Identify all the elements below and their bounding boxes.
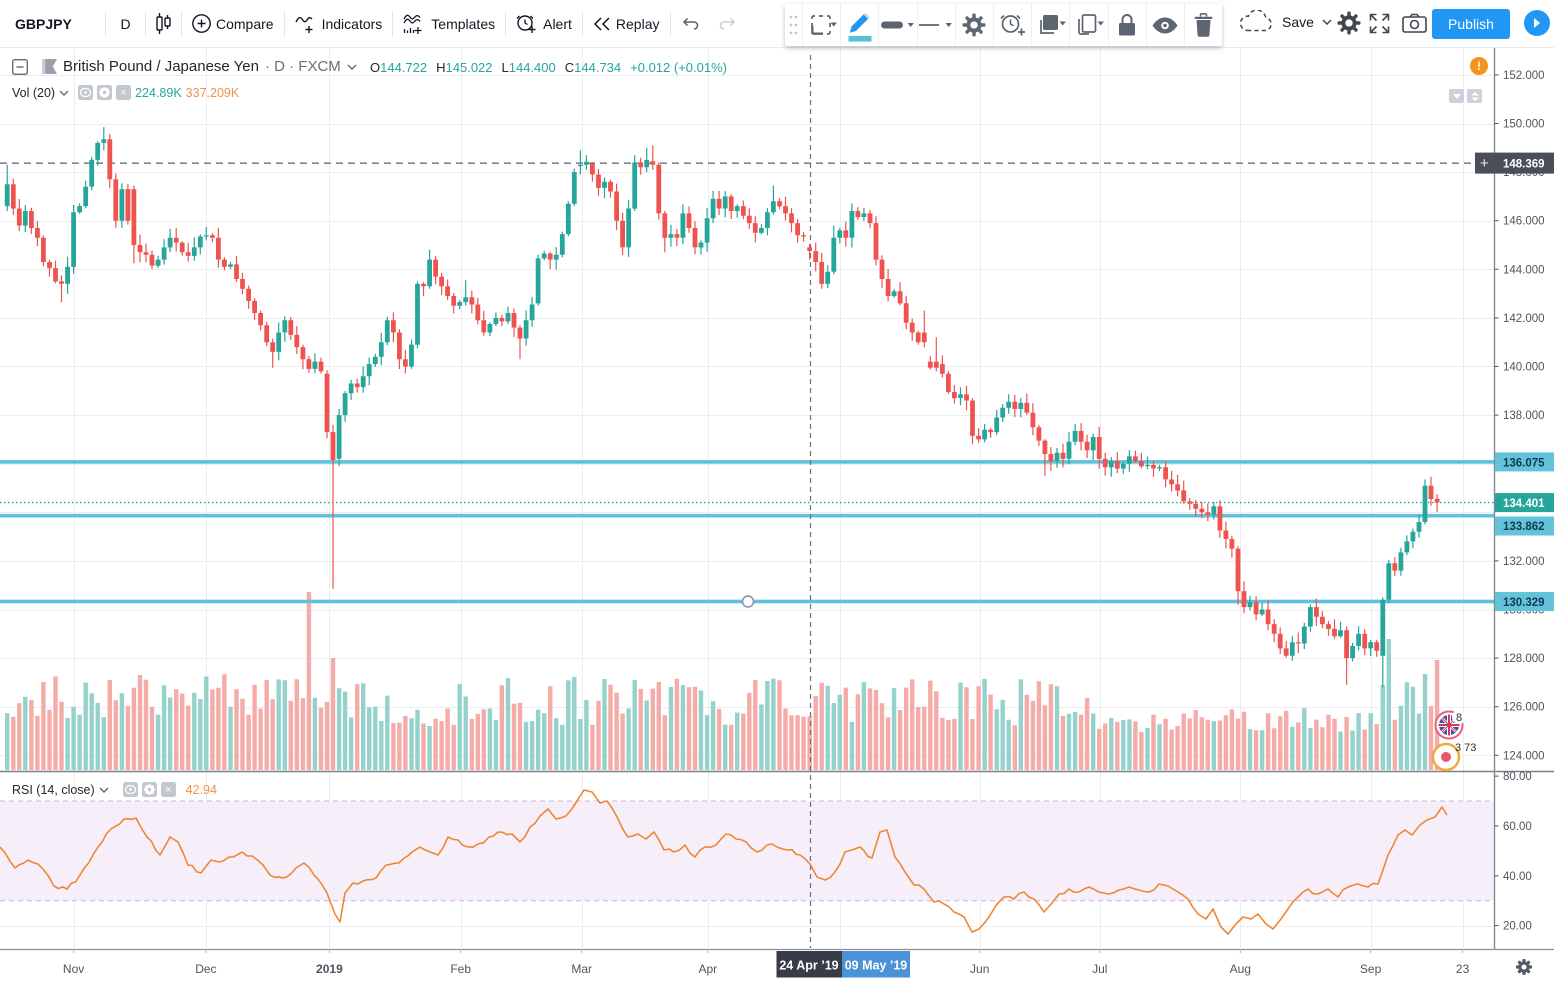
svg-text:133.862: 133.862	[1503, 521, 1545, 533]
svg-text:132.000: 132.000	[1503, 556, 1545, 568]
svg-text:40.00: 40.00	[1503, 871, 1532, 883]
svg-text:24 Apr ’19: 24 Apr ’19	[779, 959, 838, 973]
svg-text:3 73: 3 73	[1455, 742, 1476, 754]
svg-text:Apr: Apr	[698, 962, 717, 976]
svg-text:142.000: 142.000	[1503, 313, 1545, 325]
svg-text:Dec: Dec	[195, 962, 216, 976]
svg-text:+: +	[1480, 155, 1489, 172]
svg-text:20.00: 20.00	[1503, 921, 1532, 933]
svg-text:60.00: 60.00	[1503, 821, 1532, 833]
svg-text:152.000: 152.000	[1503, 70, 1545, 82]
svg-text:134.401: 134.401	[1503, 498, 1545, 510]
svg-text:126.000: 126.000	[1503, 702, 1545, 714]
svg-text:Nov: Nov	[63, 962, 84, 976]
svg-text:150.000: 150.000	[1503, 119, 1545, 131]
svg-text:Sep: Sep	[1360, 962, 1382, 976]
svg-text:128.000: 128.000	[1503, 653, 1545, 665]
svg-text:138.000: 138.000	[1503, 410, 1545, 422]
svg-text:124.000: 124.000	[1503, 750, 1545, 762]
svg-text:130.329: 130.329	[1503, 597, 1545, 609]
svg-text:144.000: 144.000	[1503, 264, 1545, 276]
svg-text:Jun: Jun	[970, 962, 989, 976]
svg-text:80.00: 80.00	[1503, 771, 1532, 783]
svg-text:140.000: 140.000	[1503, 362, 1545, 374]
svg-text:148.369: 148.369	[1503, 159, 1545, 171]
svg-text:146.000: 146.000	[1503, 216, 1545, 228]
svg-text:Jul: Jul	[1092, 962, 1107, 976]
svg-text:136.075: 136.075	[1503, 457, 1545, 469]
svg-text:Aug: Aug	[1230, 962, 1251, 976]
svg-text:09 May ’19: 09 May ’19	[845, 959, 908, 973]
svg-text:8: 8	[1456, 712, 1462, 724]
svg-text:2019: 2019	[316, 962, 343, 976]
svg-text:23: 23	[1456, 962, 1470, 976]
svg-text:Mar: Mar	[571, 962, 592, 976]
svg-text:Feb: Feb	[450, 962, 471, 976]
